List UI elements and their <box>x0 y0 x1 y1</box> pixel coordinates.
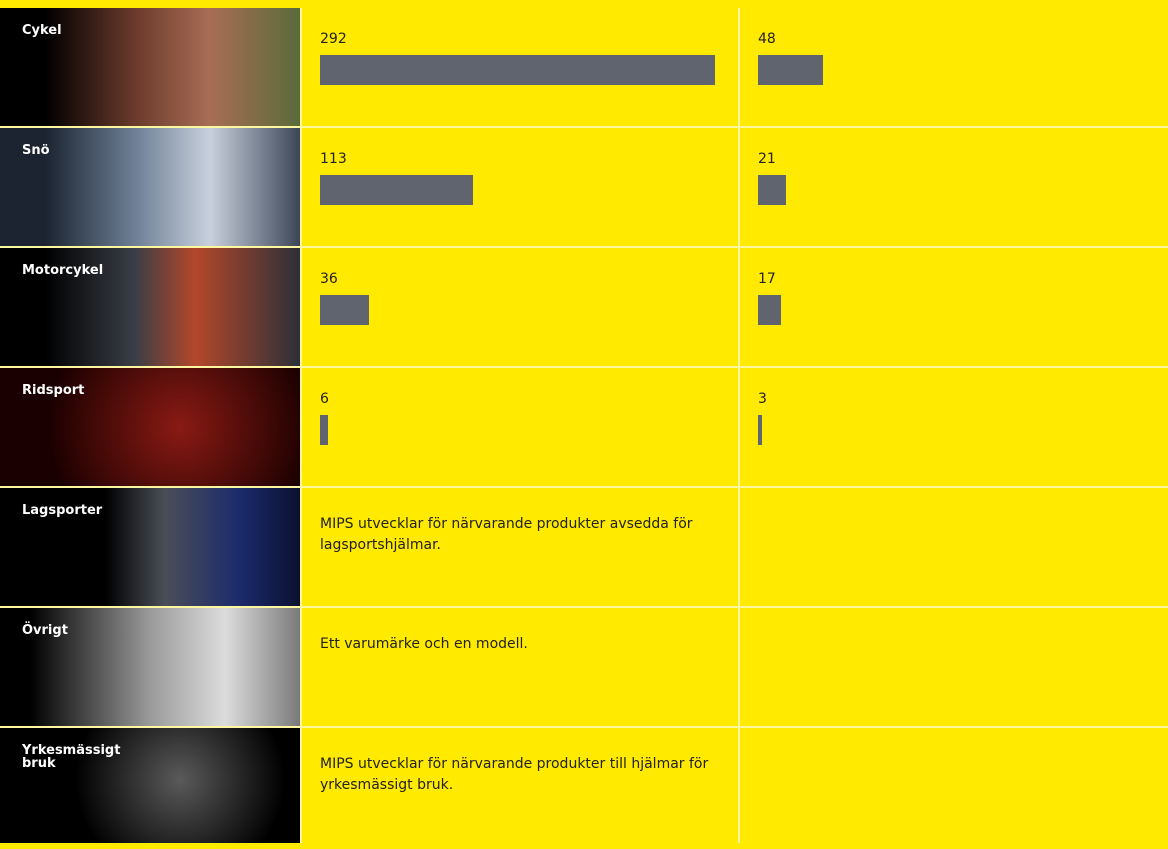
category-image: Motorcykel <box>0 248 302 366</box>
value-label: 21 <box>758 150 1168 168</box>
cell: 292 <box>302 8 740 126</box>
category-label: Motorcykel <box>22 264 132 277</box>
description: MIPS utvecklar för närvarande produkter … <box>320 510 720 556</box>
bar <box>758 295 781 325</box>
description: MIPS utvecklar för närvarande produkter … <box>320 750 720 796</box>
table-row: Yrkesmässigt bruk MIPS utvecklar för närv… <box>0 728 1168 843</box>
category-image: Ridsport <box>0 368 302 486</box>
cell <box>740 728 1168 843</box>
table-row: Lagsporter MIPS utvecklar för närvarande … <box>0 488 1168 608</box>
table-row: Övrigt Ett varumärke och en modell. <box>0 608 1168 728</box>
page: Cykel29248Snö11321Motorcykel3617Ridsport… <box>0 0 1168 849</box>
cell: MIPS utvecklar för närvarande produkter … <box>302 728 740 843</box>
category-image: Cykel <box>0 8 302 126</box>
category-label: Cykel <box>22 24 132 37</box>
value-label: 6 <box>320 390 738 408</box>
cell: 17 <box>740 248 1168 366</box>
category-label: Lagsporter <box>22 504 132 517</box>
table-row: Cykel 292 48 <box>0 8 1168 128</box>
bar <box>320 55 715 85</box>
cell: MIPS utvecklar för närvarande produkter … <box>302 488 740 606</box>
cell: 48 <box>740 8 1168 126</box>
value-label: 3 <box>758 390 1168 408</box>
category-image: Yrkesmässigt bruk <box>0 728 302 843</box>
category-image: Lagsporter <box>0 488 302 606</box>
bar <box>758 175 786 205</box>
table-row: Snö 113 21 <box>0 128 1168 248</box>
cell: 113 <box>302 128 740 246</box>
value-label: 48 <box>758 30 1168 48</box>
value-label: 292 <box>320 30 738 48</box>
table-row: Motorcykel 36 17 <box>0 248 1168 368</box>
category-label: Ridsport <box>22 384 132 397</box>
value-label: 36 <box>320 270 738 288</box>
cell: 36 <box>302 248 740 366</box>
category-image: Övrigt <box>0 608 302 726</box>
category-label: Yrkesmässigt bruk <box>22 744 132 770</box>
table-row: Ridsport 6 3 <box>0 368 1168 488</box>
description: Ett varumärke och en modell. <box>320 630 720 655</box>
cell <box>740 608 1168 726</box>
bar <box>320 415 328 445</box>
category-label: Snö <box>22 144 132 157</box>
cell: 3 <box>740 368 1168 486</box>
cell: Ett varumärke och en modell. <box>302 608 740 726</box>
bar <box>758 55 823 85</box>
cell <box>740 488 1168 606</box>
value-label: 17 <box>758 270 1168 288</box>
bar <box>320 175 473 205</box>
cell: 6 <box>302 368 740 486</box>
bar <box>758 415 762 445</box>
value-label: 113 <box>320 150 738 168</box>
category-label: Övrigt <box>22 624 132 637</box>
cell: 21 <box>740 128 1168 246</box>
category-image: Snö <box>0 128 302 246</box>
bar <box>320 295 369 325</box>
